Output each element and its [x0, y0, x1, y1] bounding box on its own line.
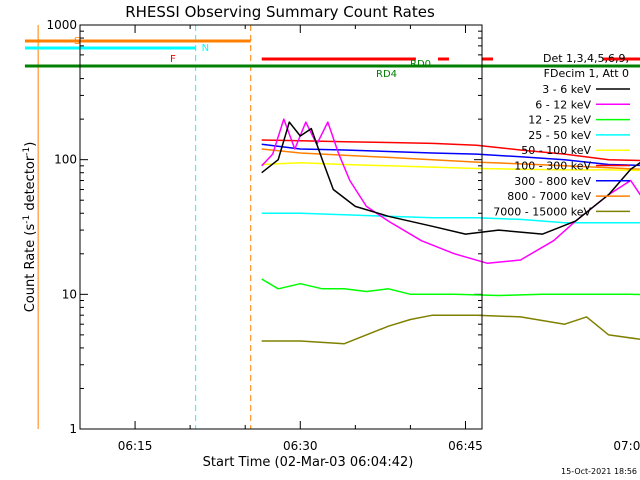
series-line	[261, 161, 640, 172]
y-tick-label: 1	[69, 422, 77, 436]
plot-frame	[79, 24, 483, 430]
y-tick-label: 100	[54, 153, 77, 167]
legend-header-detectors: Det 1,3,4,5,6,9,	[543, 52, 629, 65]
legend-label: 25 - 50 keV	[528, 129, 591, 142]
x-axis-label: Start Time (02-Mar-03 06:04:42)	[203, 455, 414, 470]
y-axis-label: Count Rate (s-1 detector-1)	[22, 142, 38, 313]
series-line	[261, 278, 640, 297]
chart-title: RHESSI Observing Summary Count Rates	[125, 3, 435, 21]
flag-label-night: N	[202, 43, 209, 54]
legend-label: 3 - 6 keV	[542, 83, 591, 96]
legend-label: 7000 - 15000 keV	[493, 205, 591, 218]
x-tick-label: 06:30	[283, 439, 318, 453]
y-tick-label: 1000	[46, 18, 77, 32]
x-tick-label: 07:00	[613, 439, 640, 453]
x-tick-label: 06:45	[448, 439, 483, 453]
legend-header-fdecim: FDecim 1, Att 0	[544, 67, 629, 80]
legend-label: 800 - 7000 keV	[507, 190, 591, 203]
x-tick-label: 06:15	[118, 439, 153, 453]
plot-layer: 110100100006:1506:3006:4507:0007:1507:30…	[24, 18, 640, 453]
legend-label: 12 - 25 keV	[528, 114, 591, 127]
legend-label: 100 - 300 keV	[514, 160, 591, 173]
legend: 3 - 6 keV 6 - 12 keV 12 - 25 keV 25 - 50 ke…	[493, 83, 630, 218]
series-line	[261, 139, 640, 162]
series-line	[261, 118, 640, 265]
flag-label-rd4: RD4	[376, 69, 397, 80]
y-tick-label: 10	[62, 287, 77, 301]
footer-timestamp: 15-Oct-2021 18:56	[561, 467, 637, 476]
legend-label: 6 - 12 keV	[535, 98, 591, 111]
series-line	[261, 212, 640, 224]
series-line	[261, 121, 640, 235]
legend-label: 50 - 100 keV	[521, 144, 591, 157]
series-line	[261, 143, 640, 167]
flag-label-flare: F	[170, 54, 176, 65]
series-line	[261, 314, 640, 345]
legend-label: 300 - 800 keV	[514, 175, 591, 188]
series-line	[261, 148, 640, 171]
flag-label-saa: S	[74, 36, 80, 47]
